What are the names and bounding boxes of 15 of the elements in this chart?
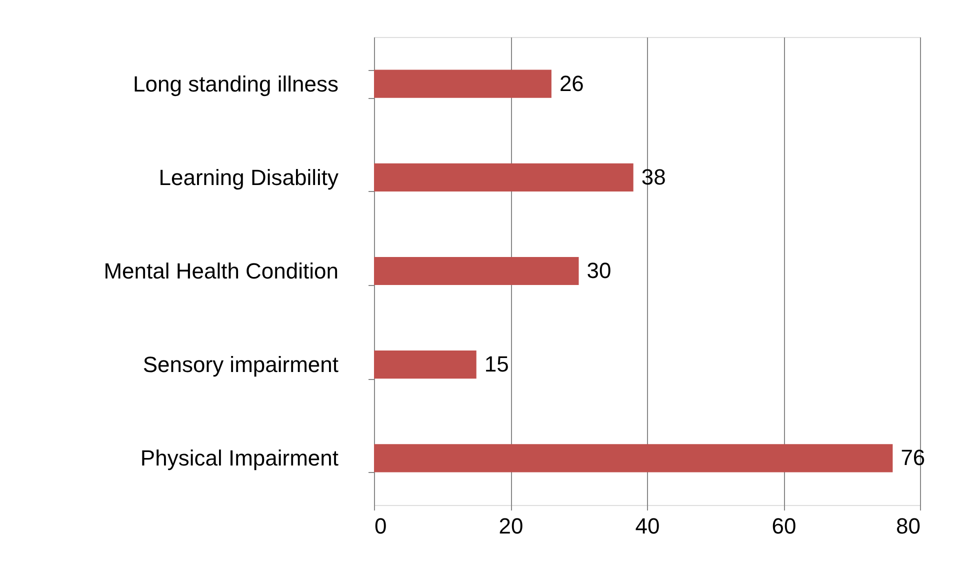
x-tick-label: 40	[635, 514, 660, 538]
y-tick-label: Physical Impairment	[140, 446, 338, 471]
y-tick-label: Sensory impairment	[142, 352, 338, 378]
data-label: 38	[641, 164, 666, 190]
y-tick-label: Learning Disability	[158, 164, 338, 190]
x-tick-label: 0	[374, 514, 387, 538]
data-label: 26	[559, 70, 584, 96]
data-label: 76	[900, 445, 926, 470]
x-tick-label: 80	[896, 514, 920, 538]
y-tick-label: Long standing illness	[133, 71, 338, 96]
data-label: 30	[586, 258, 612, 283]
x-tick-label: 60	[772, 514, 796, 538]
x-tick-label: 20	[498, 514, 524, 538]
data-label: 15	[484, 352, 509, 377]
y-tick-label: Mental Health Condition	[104, 258, 338, 284]
